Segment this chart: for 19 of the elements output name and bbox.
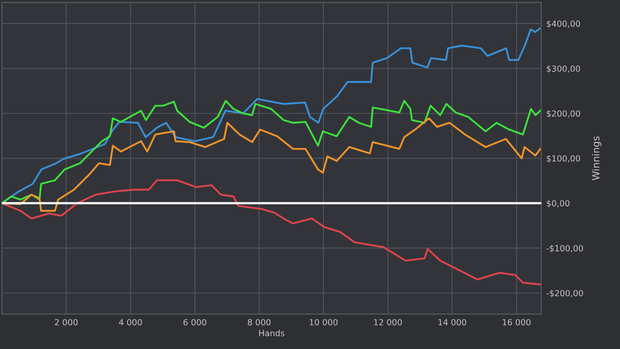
y-tick-label: $0,00 [546, 200, 570, 208]
x-tick-label: 16 000 [502, 319, 531, 326]
x-tick-label: 10 000 [310, 319, 338, 326]
x-tick-label: 8 000 [248, 319, 271, 326]
y-tick-label: -$100,00 [546, 244, 584, 252]
y-tick-label: $100,00 [546, 155, 580, 163]
y-axis-title: Winnings [592, 136, 602, 180]
x-tick-label: 14 000 [438, 319, 466, 326]
y-tick-label: $300,00 [546, 65, 580, 73]
x-tick-label: 4 000 [118, 319, 142, 326]
x-tick-label: 6 000 [184, 319, 206, 326]
line-series [2, 100, 542, 204]
y-tick-label: $400,00 [546, 20, 580, 28]
x-axis-title: Hands [259, 330, 284, 336]
x-tick-label: 2 000 [54, 319, 78, 326]
line-series [2, 179, 542, 286]
y-tick-label: $200,00 [546, 110, 580, 118]
x-tick-label: 12 000 [374, 319, 402, 326]
y-tick-label: -$200,00 [546, 290, 584, 298]
